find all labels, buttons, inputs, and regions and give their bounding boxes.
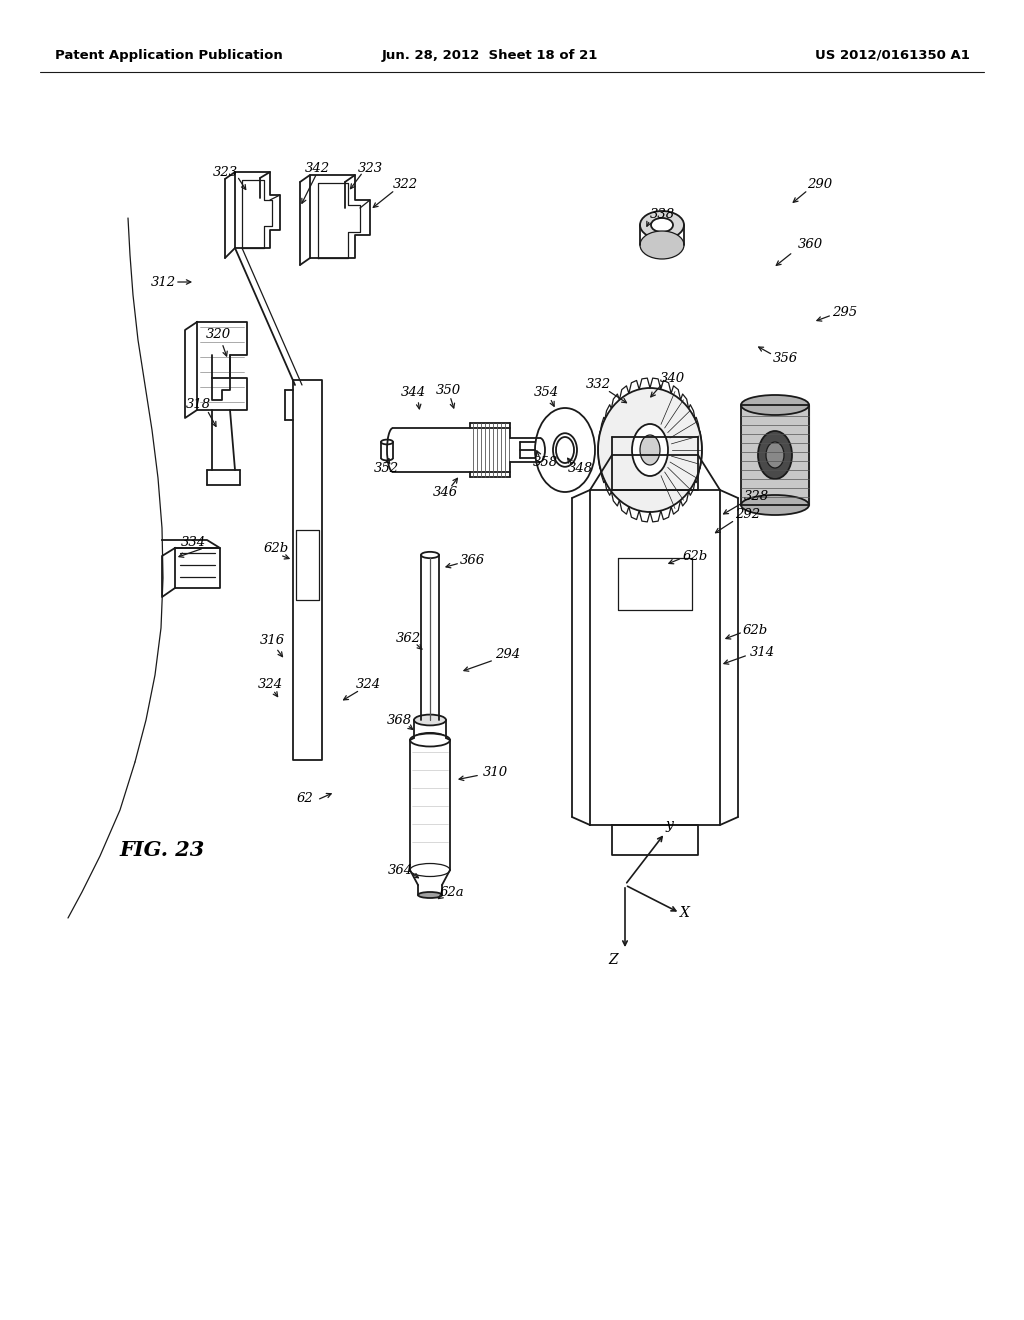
- Text: 344: 344: [400, 387, 426, 400]
- Ellipse shape: [418, 892, 442, 898]
- Text: 346: 346: [432, 487, 458, 499]
- Text: 352: 352: [374, 462, 398, 474]
- Text: Patent Application Publication: Patent Application Publication: [55, 49, 283, 62]
- Text: 340: 340: [659, 371, 685, 384]
- Text: Z: Z: [608, 953, 617, 968]
- Text: 358: 358: [532, 455, 557, 469]
- Text: 356: 356: [772, 351, 798, 364]
- Text: 310: 310: [482, 766, 508, 779]
- Polygon shape: [741, 405, 809, 506]
- Text: FIG. 23: FIG. 23: [120, 840, 205, 861]
- Text: y: y: [665, 818, 673, 832]
- Ellipse shape: [766, 442, 784, 469]
- Text: 338: 338: [649, 209, 675, 222]
- Text: 320: 320: [206, 329, 230, 342]
- Text: 368: 368: [386, 714, 412, 726]
- Ellipse shape: [640, 436, 660, 465]
- Text: 295: 295: [833, 305, 857, 318]
- Text: 328: 328: [743, 490, 769, 503]
- Text: 324: 324: [257, 678, 283, 692]
- Text: 323: 323: [357, 161, 383, 174]
- Ellipse shape: [640, 211, 684, 239]
- Ellipse shape: [651, 218, 673, 232]
- Text: 334: 334: [180, 536, 206, 549]
- Text: 332: 332: [586, 379, 610, 392]
- Text: 316: 316: [259, 634, 285, 647]
- Text: Jun. 28, 2012  Sheet 18 of 21: Jun. 28, 2012 Sheet 18 of 21: [382, 49, 598, 62]
- Text: 62a: 62a: [439, 886, 464, 899]
- Ellipse shape: [758, 432, 792, 479]
- Text: 354: 354: [534, 387, 558, 400]
- Ellipse shape: [381, 440, 393, 445]
- Text: X: X: [680, 906, 690, 920]
- Ellipse shape: [741, 395, 809, 414]
- Ellipse shape: [741, 495, 809, 515]
- Text: 62b: 62b: [742, 623, 768, 636]
- Text: 322: 322: [392, 178, 418, 191]
- Ellipse shape: [410, 734, 450, 747]
- Text: 323: 323: [212, 165, 238, 178]
- Text: 348: 348: [567, 462, 593, 474]
- Text: 294: 294: [496, 648, 520, 661]
- Text: 366: 366: [460, 553, 484, 566]
- Text: 350: 350: [435, 384, 461, 396]
- Text: US 2012/0161350 A1: US 2012/0161350 A1: [815, 49, 970, 62]
- Ellipse shape: [414, 714, 446, 726]
- Text: 62b: 62b: [682, 550, 708, 564]
- Text: 62b: 62b: [263, 541, 289, 554]
- Text: 314: 314: [750, 645, 774, 659]
- Text: 292: 292: [735, 508, 761, 521]
- Ellipse shape: [421, 552, 439, 558]
- Text: 342: 342: [304, 161, 330, 174]
- Text: 362: 362: [395, 631, 421, 644]
- Ellipse shape: [556, 437, 574, 463]
- Ellipse shape: [632, 424, 668, 477]
- Text: 62: 62: [297, 792, 313, 804]
- Text: 290: 290: [808, 178, 833, 191]
- Text: 360: 360: [798, 239, 822, 252]
- Text: 324: 324: [355, 678, 381, 692]
- Text: 364: 364: [387, 863, 413, 876]
- Ellipse shape: [640, 231, 684, 259]
- Ellipse shape: [598, 388, 702, 512]
- Text: 318: 318: [185, 399, 211, 412]
- Text: 312: 312: [151, 276, 175, 289]
